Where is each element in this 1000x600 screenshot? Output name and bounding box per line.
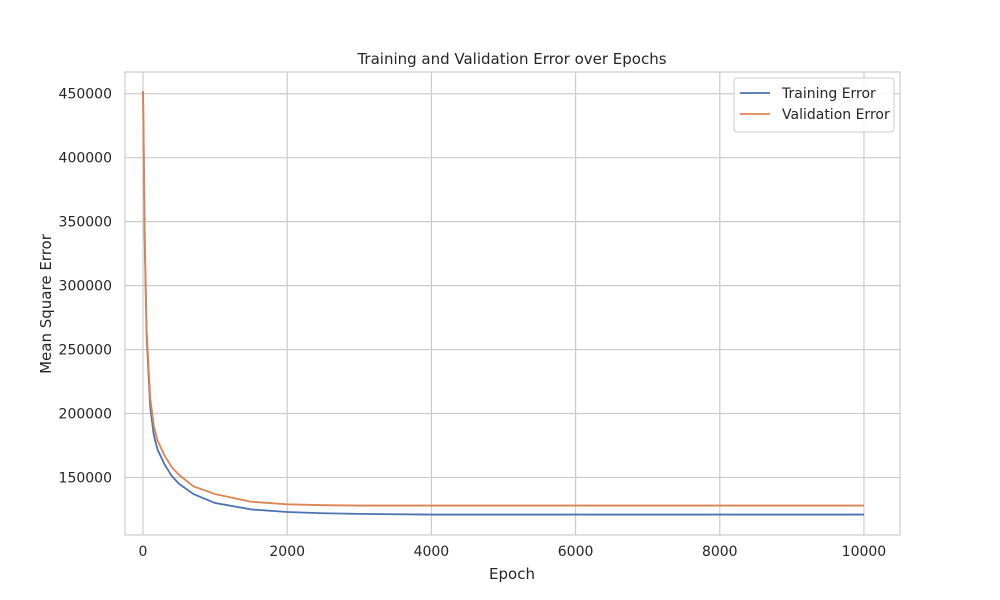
series-layer	[142, 91, 864, 516]
y-tick-label: 250000	[59, 343, 112, 359]
grid-lines	[125, 72, 900, 535]
legend-label-1: Validation Error	[782, 107, 890, 123]
x-tick-label: 8000	[702, 544, 738, 560]
x-tick-label: 6000	[558, 544, 594, 560]
legend-box	[733, 77, 895, 133]
y-axis-label: Mean Square Error	[37, 233, 55, 374]
y-tick-label: 400000	[59, 151, 112, 167]
x-tick-label: 2000	[269, 544, 305, 560]
x-tick-labels: 0 2000 4000 6000 8000 10000	[139, 544, 887, 560]
x-axis-label: Epoch	[489, 565, 535, 583]
y-tick-labels: 150000 200000 250000 300000 350000 400000 4500…	[59, 87, 112, 487]
series-line-1	[142, 91, 864, 507]
y-tick-label: 200000	[59, 406, 112, 422]
legend: Training Error Validation Error	[733, 77, 895, 133]
legend-label-0: Training Error	[781, 86, 876, 102]
y-tick-label: 350000	[59, 215, 112, 231]
chart-title: Training and Validation Error over Epoch…	[356, 50, 666, 68]
y-tick-label: 450000	[59, 87, 112, 103]
y-tick-label: 150000	[59, 470, 112, 486]
x-tick-label: 10000	[842, 544, 887, 560]
x-tick-label: 4000	[414, 544, 450, 560]
y-tick-label: 300000	[59, 279, 112, 295]
series-line-0	[142, 91, 864, 516]
x-tick-label: 0	[139, 544, 148, 560]
plot-frame	[124, 71, 901, 536]
